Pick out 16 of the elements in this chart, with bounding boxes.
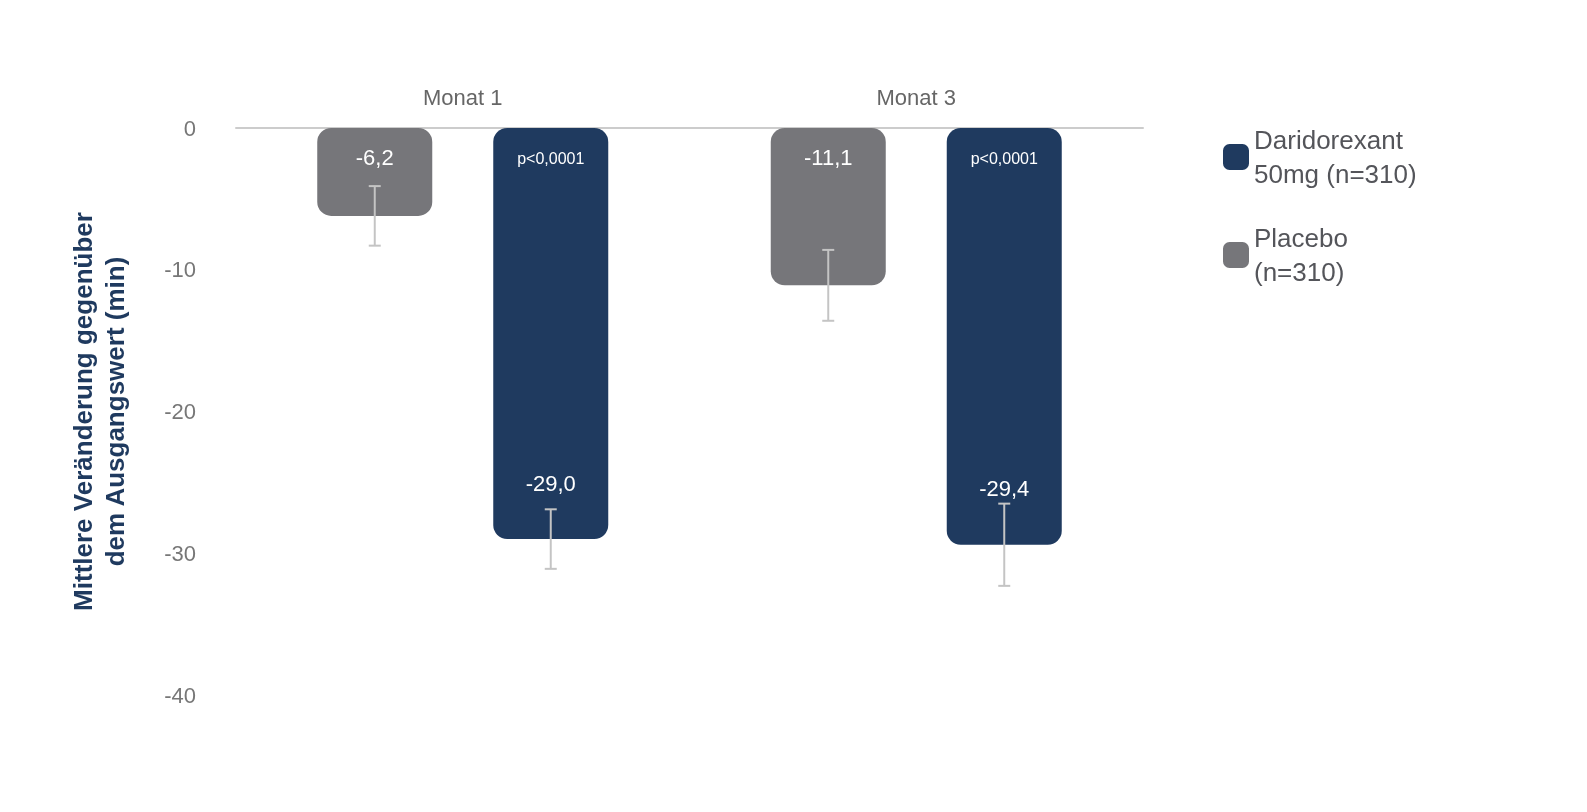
data-label: -29,4: [979, 476, 1030, 502]
x-tick-label: Monat 3: [876, 84, 956, 110]
legend-label: Placebo (n=310): [1254, 223, 1356, 287]
x-tick-label: Monat 1: [423, 84, 503, 110]
y-tick-label: -30: [164, 540, 196, 566]
y-tick-label: -10: [164, 257, 196, 283]
y-tick-label: 0: [183, 115, 196, 141]
y-axis-title: Mittlere Veränderung gegenüber dem Ausgangswert (min): [68, 212, 130, 611]
annotation: p<0,0001: [517, 149, 585, 167]
data-label: -11,1: [803, 144, 853, 170]
y-tick-label: -40: [164, 682, 196, 708]
y-tick-label: -20: [164, 399, 196, 424]
data-label: -29,0: [525, 470, 576, 496]
annotation: p<0,0001: [970, 149, 1038, 167]
data-label: -6,2: [355, 144, 394, 170]
legend-label: Daridorexant 50mg (n=310): [1254, 125, 1417, 189]
